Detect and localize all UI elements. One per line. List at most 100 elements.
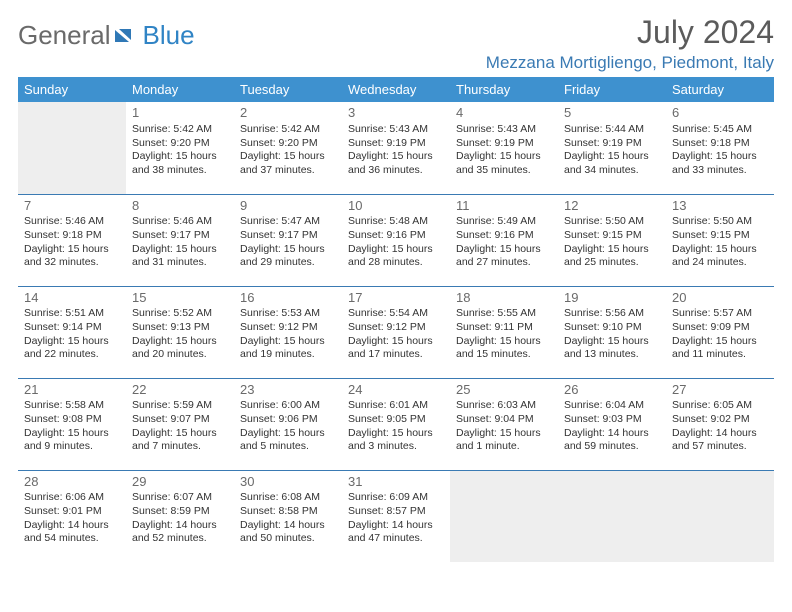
day-info-line: and 19 minutes.: [240, 348, 336, 362]
day-info-line: Sunrise: 5:51 AM: [24, 307, 120, 321]
day-info-line: Sunset: 9:17 PM: [240, 229, 336, 243]
day-info-line: Sunset: 9:17 PM: [132, 229, 228, 243]
weekday-header: Friday: [558, 77, 666, 102]
day-info-line: Daylight: 15 hours: [24, 243, 120, 257]
day-info-line: and 38 minutes.: [132, 164, 228, 178]
day-number: 26: [564, 382, 660, 399]
day-info-line: Sunset: 9:04 PM: [456, 413, 552, 427]
day-info-line: Daylight: 15 hours: [672, 335, 768, 349]
day-number: 3: [348, 105, 444, 122]
calendar-day-cell: 31Sunrise: 6:09 AMSunset: 8:57 PMDayligh…: [342, 470, 450, 562]
day-info-line: Sunset: 9:02 PM: [672, 413, 768, 427]
day-info-line: Daylight: 15 hours: [348, 335, 444, 349]
day-info-line: Daylight: 14 hours: [348, 519, 444, 533]
day-info-line: Sunset: 9:12 PM: [348, 321, 444, 335]
day-number: 12: [564, 198, 660, 215]
calendar-day-cell: 19Sunrise: 5:56 AMSunset: 9:10 PMDayligh…: [558, 286, 666, 378]
day-info-line: Daylight: 15 hours: [132, 243, 228, 257]
day-info-line: Sunrise: 5:50 AM: [564, 215, 660, 229]
calendar-day-cell: 6Sunrise: 5:45 AMSunset: 9:18 PMDaylight…: [666, 102, 774, 194]
day-info-line: Daylight: 15 hours: [672, 150, 768, 164]
day-number: 9: [240, 198, 336, 215]
day-info-line: Sunrise: 6:03 AM: [456, 399, 552, 413]
calendar-day-cell: 28Sunrise: 6:06 AMSunset: 9:01 PMDayligh…: [18, 470, 126, 562]
day-info-line: Daylight: 15 hours: [348, 427, 444, 441]
day-info-line: and 36 minutes.: [348, 164, 444, 178]
day-number: 15: [132, 290, 228, 307]
calendar-day-cell: 27Sunrise: 6:05 AMSunset: 9:02 PMDayligh…: [666, 378, 774, 470]
day-info-line: Daylight: 14 hours: [132, 519, 228, 533]
day-info-line: Daylight: 14 hours: [672, 427, 768, 441]
calendar-week-row: 7Sunrise: 5:46 AMSunset: 9:18 PMDaylight…: [18, 194, 774, 286]
day-number: 4: [456, 105, 552, 122]
logo: General Blue: [18, 20, 195, 51]
logo-text-blue: Blue: [143, 25, 195, 46]
day-info-line: Sunset: 9:14 PM: [24, 321, 120, 335]
day-info-line: and 32 minutes.: [24, 256, 120, 270]
weekday-header: Saturday: [666, 77, 774, 102]
day-info-line: Sunrise: 5:52 AM: [132, 307, 228, 321]
day-info-line: Sunrise: 5:48 AM: [348, 215, 444, 229]
day-info-line: Sunset: 9:12 PM: [240, 321, 336, 335]
day-info-line: Sunrise: 6:08 AM: [240, 491, 336, 505]
day-info-line: Sunrise: 6:05 AM: [672, 399, 768, 413]
day-info-line: Sunset: 9:19 PM: [564, 137, 660, 151]
day-info-line: and 29 minutes.: [240, 256, 336, 270]
day-info-line: Daylight: 15 hours: [24, 427, 120, 441]
day-info-line: and 17 minutes.: [348, 348, 444, 362]
day-number: 16: [240, 290, 336, 307]
day-info-line: and 47 minutes.: [348, 532, 444, 546]
day-info-line: Daylight: 15 hours: [348, 150, 444, 164]
day-number: 11: [456, 198, 552, 215]
day-info-line: Daylight: 15 hours: [240, 427, 336, 441]
calendar-day-cell: 14Sunrise: 5:51 AMSunset: 9:14 PMDayligh…: [18, 286, 126, 378]
day-number: 20: [672, 290, 768, 307]
calendar-day-cell: 7Sunrise: 5:46 AMSunset: 9:18 PMDaylight…: [18, 194, 126, 286]
calendar-table: SundayMondayTuesdayWednesdayThursdayFrid…: [18, 77, 774, 562]
calendar-day-cell: 20Sunrise: 5:57 AMSunset: 9:09 PMDayligh…: [666, 286, 774, 378]
weekday-header: Wednesday: [342, 77, 450, 102]
day-info-line: Sunset: 9:05 PM: [348, 413, 444, 427]
day-info-line: Sunset: 9:18 PM: [24, 229, 120, 243]
location-subtitle: Mezzana Mortigliengo, Piedmont, Italy: [486, 53, 774, 73]
day-info-line: Sunset: 9:20 PM: [132, 137, 228, 151]
calendar-day-cell: [450, 470, 558, 562]
day-info-line: and 28 minutes.: [348, 256, 444, 270]
day-info-line: Sunrise: 5:54 AM: [348, 307, 444, 321]
weekday-header: Sunday: [18, 77, 126, 102]
calendar-day-cell: 4Sunrise: 5:43 AMSunset: 9:19 PMDaylight…: [450, 102, 558, 194]
flag-icon: [115, 22, 141, 49]
day-info-line: and 1 minute.: [456, 440, 552, 454]
day-info-line: and 54 minutes.: [24, 532, 120, 546]
day-info-line: Daylight: 15 hours: [240, 243, 336, 257]
day-info-line: Sunrise: 6:06 AM: [24, 491, 120, 505]
day-info-line: and 5 minutes.: [240, 440, 336, 454]
day-info-line: and 27 minutes.: [456, 256, 552, 270]
day-info-line: Sunrise: 6:01 AM: [348, 399, 444, 413]
calendar-day-cell: [666, 470, 774, 562]
day-info-line: and 25 minutes.: [564, 256, 660, 270]
day-info-line: Sunrise: 5:44 AM: [564, 123, 660, 137]
day-info-line: Daylight: 15 hours: [456, 243, 552, 257]
day-number: 24: [348, 382, 444, 399]
day-number: 21: [24, 382, 120, 399]
calendar-day-cell: 26Sunrise: 6:04 AMSunset: 9:03 PMDayligh…: [558, 378, 666, 470]
calendar-week-row: 1Sunrise: 5:42 AMSunset: 9:20 PMDaylight…: [18, 102, 774, 194]
calendar-day-cell: 23Sunrise: 6:00 AMSunset: 9:06 PMDayligh…: [234, 378, 342, 470]
weekday-header: Monday: [126, 77, 234, 102]
day-info-line: Sunset: 9:11 PM: [456, 321, 552, 335]
day-info-line: and 31 minutes.: [132, 256, 228, 270]
day-number: 18: [456, 290, 552, 307]
day-number: 29: [132, 474, 228, 491]
day-info-line: Daylight: 15 hours: [456, 427, 552, 441]
month-title: July 2024: [486, 14, 774, 51]
day-info-line: Sunrise: 6:07 AM: [132, 491, 228, 505]
calendar-day-cell: 3Sunrise: 5:43 AMSunset: 9:19 PMDaylight…: [342, 102, 450, 194]
day-number: 30: [240, 474, 336, 491]
day-number: 7: [24, 198, 120, 215]
day-info-line: Sunrise: 5:47 AM: [240, 215, 336, 229]
day-info-line: Daylight: 15 hours: [564, 243, 660, 257]
calendar-day-cell: 5Sunrise: 5:44 AMSunset: 9:19 PMDaylight…: [558, 102, 666, 194]
calendar-day-cell: 10Sunrise: 5:48 AMSunset: 9:16 PMDayligh…: [342, 194, 450, 286]
day-info-line: and 35 minutes.: [456, 164, 552, 178]
